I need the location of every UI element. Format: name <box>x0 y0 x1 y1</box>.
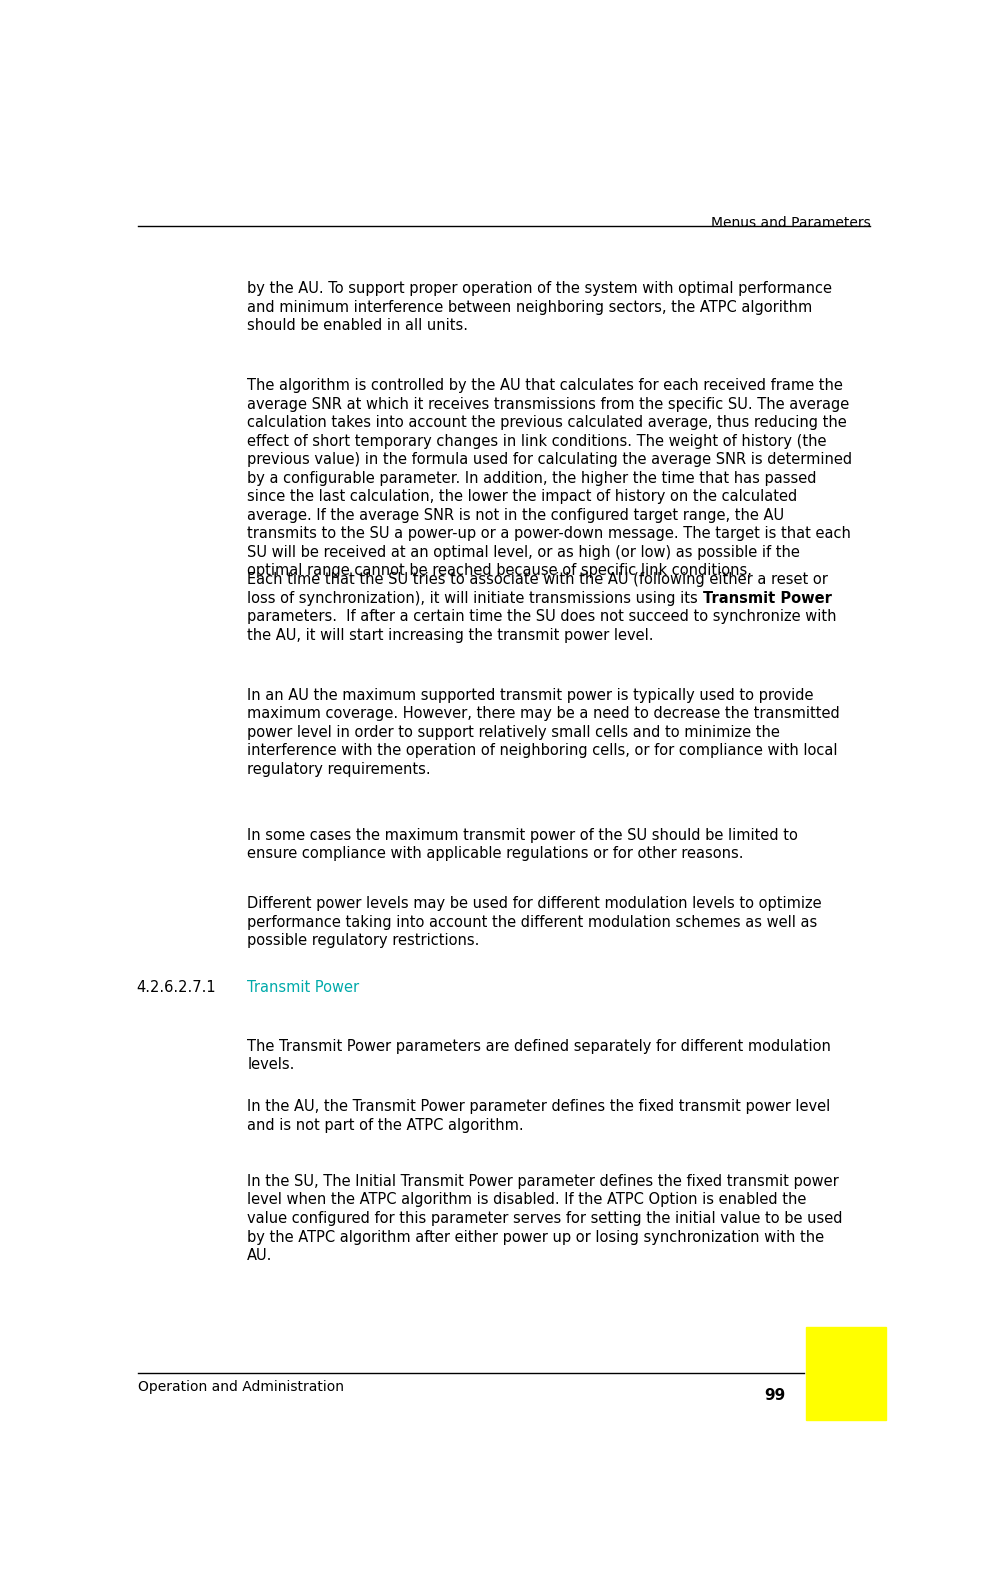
Text: average. If the average SNR is not in the configured target range, the AU: average. If the average SNR is not in th… <box>247 507 784 523</box>
Text: effect of short temporary changes in link conditions. The weight of history (the: effect of short temporary changes in lin… <box>247 434 827 448</box>
Text: Transmit Power: Transmit Power <box>703 590 831 606</box>
Text: maximum coverage. However, there may be a need to decrease the transmitted: maximum coverage. However, there may be … <box>247 707 840 721</box>
Text: AU.: AU. <box>247 1247 273 1263</box>
Text: should be enabled in all units.: should be enabled in all units. <box>247 317 468 333</box>
Text: Each time that the SU tries to associate with the AU (following either a reset o: Each time that the SU tries to associate… <box>247 573 829 587</box>
Text: previous value) in the formula used for calculating the average SNR is determine: previous value) in the formula used for … <box>247 453 852 467</box>
Text: interference with the operation of neighboring cells, or for compliance with loc: interference with the operation of neigh… <box>247 743 837 758</box>
Text: ensure compliance with applicable regulations or for other reasons.: ensure compliance with applicable regula… <box>247 845 744 861</box>
Text: SU will be received at an optimal level, or as high (or low) as possible if the: SU will be received at an optimal level,… <box>247 545 800 560</box>
Text: The Transmit Power parameters are defined separately for different modulation: The Transmit Power parameters are define… <box>247 1038 831 1054</box>
Text: Menus and Parameters: Menus and Parameters <box>710 215 871 230</box>
Text: by the AU. To support proper operation of the system with optimal performance: by the AU. To support proper operation o… <box>247 281 832 297</box>
Text: possible regulatory restrictions.: possible regulatory restrictions. <box>247 933 479 949</box>
Text: Operation and Administration: Operation and Administration <box>138 1380 344 1394</box>
Text: Transmit Power: Transmit Power <box>247 979 359 995</box>
Text: performance taking into account the different modulation schemes as well as: performance taking into account the diff… <box>247 916 818 930</box>
Text: In some cases the maximum transmit power of the SU should be limited to: In some cases the maximum transmit power… <box>247 828 798 842</box>
Text: levels.: levels. <box>247 1057 294 1072</box>
Text: In the AU, the Transmit Power parameter defines the fixed transmit power level: In the AU, the Transmit Power parameter … <box>247 1099 830 1113</box>
Text: The algorithm is controlled by the AU that calculates for each received frame th: The algorithm is controlled by the AU th… <box>247 378 843 392</box>
Text: by the ATPC algorithm after either power up or losing synchronization with the: by the ATPC algorithm after either power… <box>247 1230 825 1244</box>
Text: calculation takes into account the previous calculated average, thus reducing th: calculation takes into account the previ… <box>247 415 847 431</box>
Text: In the SU, The Initial Transmit Power parameter defines the fixed transmit power: In the SU, The Initial Transmit Power pa… <box>247 1174 839 1188</box>
Text: value configured for this parameter serves for setting the initial value to be u: value configured for this parameter serv… <box>247 1211 843 1227</box>
Text: optimal range cannot be reached because of specific link conditions.: optimal range cannot be reached because … <box>247 563 753 579</box>
Text: 99: 99 <box>765 1388 785 1402</box>
Text: regulatory requirements.: regulatory requirements. <box>247 762 431 777</box>
Text: transmits to the SU a power-up or a power-down message. The target is that each: transmits to the SU a power-up or a powe… <box>247 526 851 541</box>
Text: and is not part of the ATPC algorithm.: and is not part of the ATPC algorithm. <box>247 1118 523 1132</box>
Bar <box>806 1327 886 1420</box>
Text: loss of synchronization), it will initiate transmissions using its: loss of synchronization), it will initia… <box>247 590 703 606</box>
Text: average SNR at which it receives transmissions from the specific SU. The average: average SNR at which it receives transmi… <box>247 397 849 412</box>
Text: the AU, it will start increasing the transmit power level.: the AU, it will start increasing the tra… <box>247 628 653 643</box>
Text: and minimum interference between neighboring sectors, the ATPC algorithm: and minimum interference between neighbo… <box>247 300 813 314</box>
Text: power level in order to support relatively small cells and to minimize the: power level in order to support relative… <box>247 724 780 740</box>
Text: In an AU the maximum supported transmit power is typically used to provide: In an AU the maximum supported transmit … <box>247 687 814 702</box>
Text: 4.2.6.2.7.1: 4.2.6.2.7.1 <box>137 979 216 995</box>
Text: level when the ATPC algorithm is disabled. If the ATPC Option is enabled the: level when the ATPC algorithm is disable… <box>247 1193 807 1207</box>
Text: parameters.  If after a certain time the SU does not succeed to synchronize with: parameters. If after a certain time the … <box>247 609 836 624</box>
Text: since the last calculation, the lower the impact of history on the calculated: since the last calculation, the lower th… <box>247 490 798 504</box>
Text: Different power levels may be used for different modulation levels to optimize: Different power levels may be used for d… <box>247 896 822 911</box>
Text: by a configurable parameter. In addition, the higher the time that has passed: by a configurable parameter. In addition… <box>247 471 817 486</box>
